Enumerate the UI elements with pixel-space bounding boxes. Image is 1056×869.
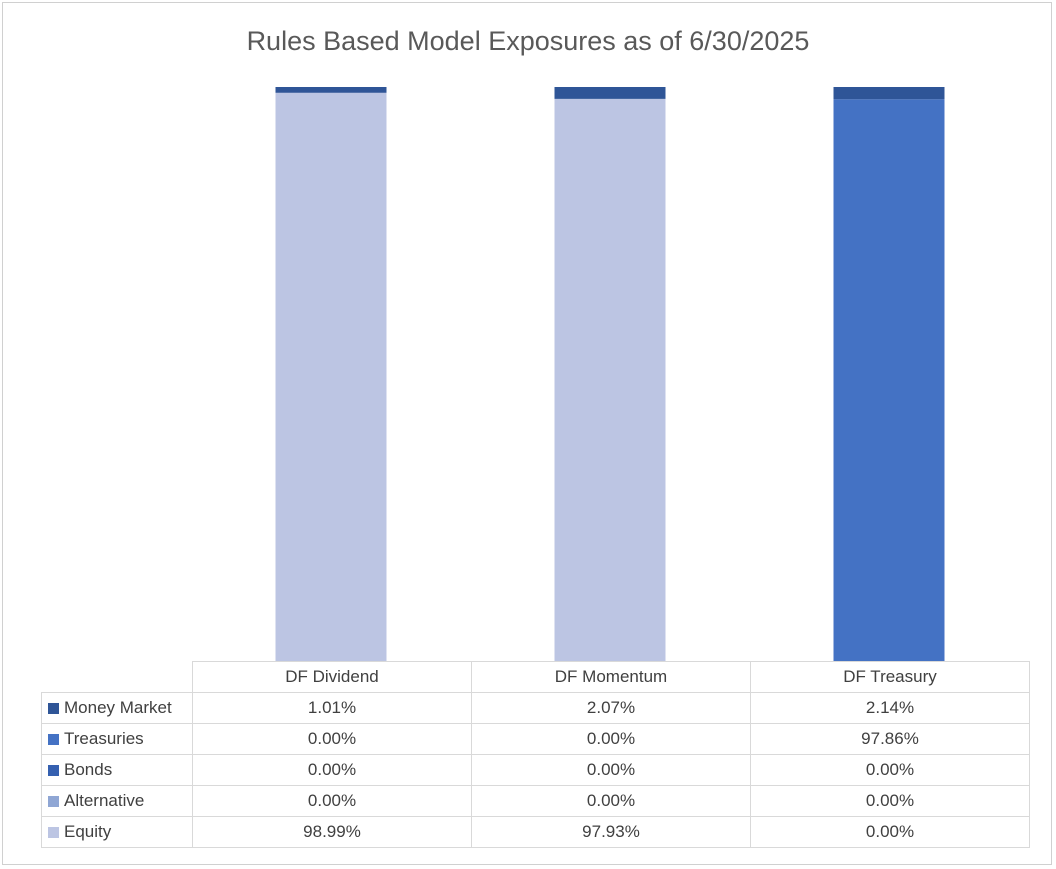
table-body: Money Market 1.01% 2.07% 2.14% Treasuries 0.0…	[41, 692, 1030, 848]
data-label-alternative-df-treasury: 0.00%	[750, 785, 1030, 817]
data-label-equity-df-momentum: 97.93%	[471, 816, 751, 848]
data-label-bonds-df-momentum: 0.00%	[471, 754, 751, 786]
legend-swatch-treasuries	[48, 734, 59, 745]
table-corner	[41, 661, 193, 693]
data-table: DF Dividend DF Momentum DF Treasury Mone…	[41, 661, 1030, 848]
bar-df-treasury-treasuries	[833, 99, 945, 662]
legend-entry-treasuries: Treasuries	[41, 723, 193, 755]
legend-label-equity: Equity	[64, 822, 112, 841]
data-label-treasuries-df-momentum: 0.00%	[471, 723, 751, 755]
legend-swatch-money-market	[48, 703, 59, 714]
data-label-money-market-df-dividend: 1.01%	[192, 692, 472, 724]
legend-entry-alternative: Alternative	[41, 785, 193, 817]
legend-label-treasuries: Treasuries	[64, 729, 144, 748]
table-row-money-market: Money Market 1.01% 2.07% 2.14%	[41, 692, 1030, 724]
data-label-bonds-df-treasury: 0.00%	[750, 754, 1030, 786]
table-header-row: DF Dividend DF Momentum DF Treasury	[41, 661, 1030, 693]
data-label-money-market-df-momentum: 2.07%	[471, 692, 751, 724]
bar-df-treasury-money-market	[833, 87, 945, 100]
data-label-alternative-df-dividend: 0.00%	[192, 785, 472, 817]
table-row-alternative: Alternative 0.00% 0.00% 0.00%	[41, 785, 1030, 817]
data-label-treasuries-df-treasury: 97.86%	[750, 723, 1030, 755]
legend-swatch-alternative	[48, 796, 59, 807]
legend-entry-money-market: Money Market	[41, 692, 193, 724]
bar-df-momentum-equity	[554, 98, 666, 662]
bar-df-dividend-money-market	[275, 87, 387, 93]
table-row-treasuries: Treasuries 0.00% 0.00% 97.86%	[41, 723, 1030, 755]
bar-df-momentum-money-market	[554, 87, 666, 99]
legend-label-money-market: Money Market	[64, 698, 172, 717]
data-label-equity-df-dividend: 98.99%	[192, 816, 472, 848]
column-header-df-momentum: DF Momentum	[471, 661, 751, 693]
data-label-money-market-df-treasury: 2.14%	[750, 692, 1030, 724]
data-label-equity-df-treasury: 0.00%	[750, 816, 1030, 848]
column-header-df-dividend: DF Dividend	[192, 661, 472, 693]
legend-entry-equity: Equity	[41, 816, 193, 848]
column-header-df-treasury: DF Treasury	[750, 661, 1030, 693]
legend-entry-bonds: Bonds	[41, 754, 193, 786]
table-row-equity: Equity 98.99% 97.93% 0.00%	[41, 816, 1030, 848]
data-label-alternative-df-momentum: 0.00%	[471, 785, 751, 817]
data-label-bonds-df-dividend: 0.00%	[192, 754, 472, 786]
table-row-bonds: Bonds 0.00% 0.00% 0.00%	[41, 754, 1030, 786]
stacked-bar-chart	[275, 87, 945, 662]
legend-swatch-equity	[48, 827, 59, 838]
data-label-treasuries-df-dividend: 0.00%	[192, 723, 472, 755]
legend-label-alternative: Alternative	[64, 791, 145, 810]
legend-label-bonds: Bonds	[64, 760, 113, 779]
chart-title: Rules Based Model Exposures as of 6/30/2…	[246, 26, 810, 56]
bar-df-dividend-equity	[275, 92, 387, 661]
legend-swatch-bonds	[48, 765, 59, 776]
